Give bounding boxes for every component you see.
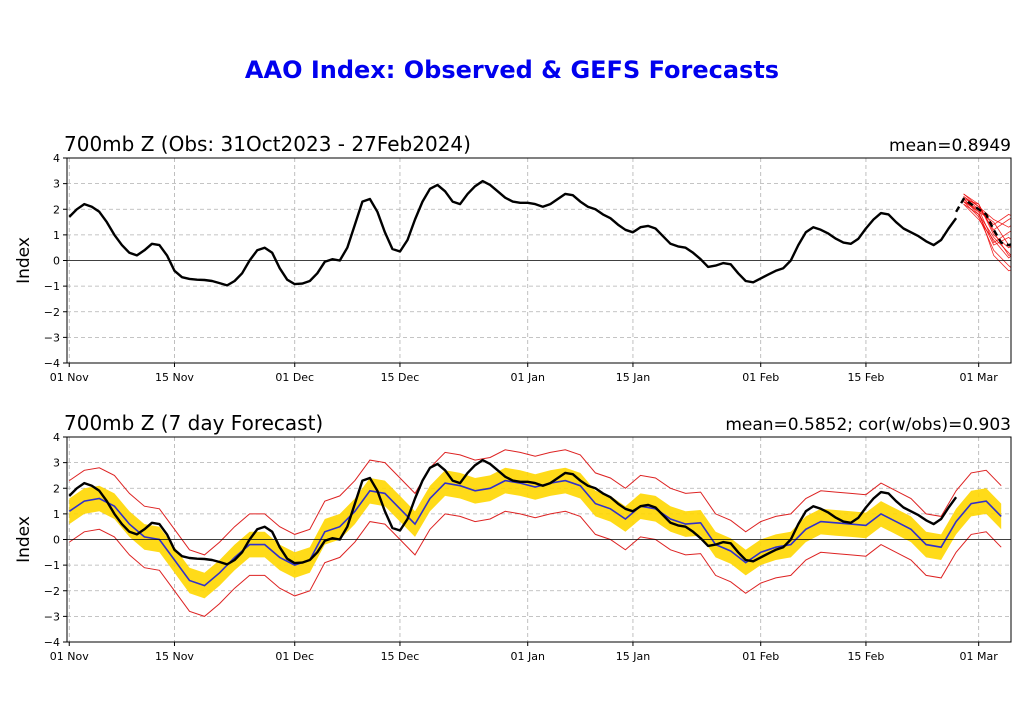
panel-title: 700mb Z (7 day Forecast) [64, 411, 323, 435]
plot-area [68, 179, 1011, 287]
y-tick-label: −2 [44, 306, 60, 319]
observed-line [68, 179, 958, 287]
x-tick-label: 01 Mar [960, 650, 999, 663]
y-tick-label: 0 [53, 255, 60, 268]
y-tick-label: −1 [44, 280, 60, 293]
x-tick-label: 01 Nov [50, 650, 89, 663]
y-tick-label: −3 [44, 331, 60, 344]
y-tick-label: 2 [53, 482, 60, 495]
y-axis-label: Index [14, 516, 34, 563]
forecast-spread-band [69, 467, 1002, 599]
ensemble-member-line [963, 196, 1011, 226]
y-tick-label: 0 [53, 534, 60, 547]
y-tick-label: 1 [53, 229, 60, 242]
ensemble-member-line [963, 201, 1011, 244]
panel-mean-annotation: mean=0.8949 [889, 136, 1011, 156]
x-tick-label: 15 Dec [381, 650, 420, 663]
y-tick-label: 1 [53, 508, 60, 521]
forecast-lower-range-line [69, 510, 1002, 617]
y-tick-label: 4 [53, 431, 60, 444]
x-tick-label: 01 Nov [50, 371, 89, 384]
observed-line [68, 458, 958, 566]
x-tick-label: 15 Nov [155, 371, 194, 384]
forecast-mean-line [68, 479, 1002, 587]
x-tick-label: 15 Dec [381, 371, 420, 384]
y-tick-label: −2 [44, 585, 60, 598]
y-tick-label: −1 [44, 559, 60, 572]
panel-title: 700mb Z (Obs: 31Oct2023 - 27Feb2024) [64, 132, 471, 156]
y-tick-label: 2 [53, 203, 60, 216]
panel-forecast: −4 −3 −2 −1 0 1 2 3 4 01 Nov 15 Nov 01 Dec 15 Dec 01 … [14, 411, 1012, 663]
main-title: AAO Index: Observed & GEFS Forecasts [244, 56, 780, 84]
x-tick-label: 01 Mar [960, 371, 999, 384]
ensemble-member-line [963, 203, 1011, 259]
x-tick-label: 15 Feb [847, 650, 884, 663]
y-tick-label: −4 [44, 636, 60, 649]
ensemble-member-line [963, 198, 1011, 249]
x-tick-label: 01 Jan [510, 650, 544, 663]
ensemble-member-line [963, 193, 1011, 256]
y-tick-label: 4 [53, 152, 60, 165]
panel-observed: −4 −3 −2 −1 0 1 2 3 4 01 Nov 15 Nov 01 Dec 15 Dec 01 … [14, 132, 1012, 384]
ensemble-member-line [963, 201, 1011, 272]
ensemble-member-line [963, 203, 1011, 246]
x-tick-label: 15 Jan [616, 650, 650, 663]
x-tick-label: 01 Feb [742, 650, 779, 663]
plot-area [68, 449, 1002, 617]
y-tick-label: 3 [53, 457, 60, 470]
y-tick-label: −4 [44, 357, 60, 370]
x-tick-label: 01 Dec [275, 650, 314, 663]
y-tick-label: 3 [53, 178, 60, 191]
panel-mean-annotation: mean=0.5852; cor(w/obs)=0.903 [725, 415, 1011, 435]
x-tick-label: 15 Feb [847, 371, 884, 384]
y-axis-label: Index [14, 237, 34, 284]
y-tick-label: −3 [44, 610, 60, 623]
x-tick-label: 01 Dec [275, 371, 314, 384]
x-tick-label: 15 Nov [155, 650, 194, 663]
x-tick-label: 01 Jan [510, 371, 544, 384]
x-tick-label: 15 Jan [616, 371, 650, 384]
forecast-upper-range-line [69, 449, 1002, 556]
x-tick-label: 01 Feb [742, 371, 779, 384]
